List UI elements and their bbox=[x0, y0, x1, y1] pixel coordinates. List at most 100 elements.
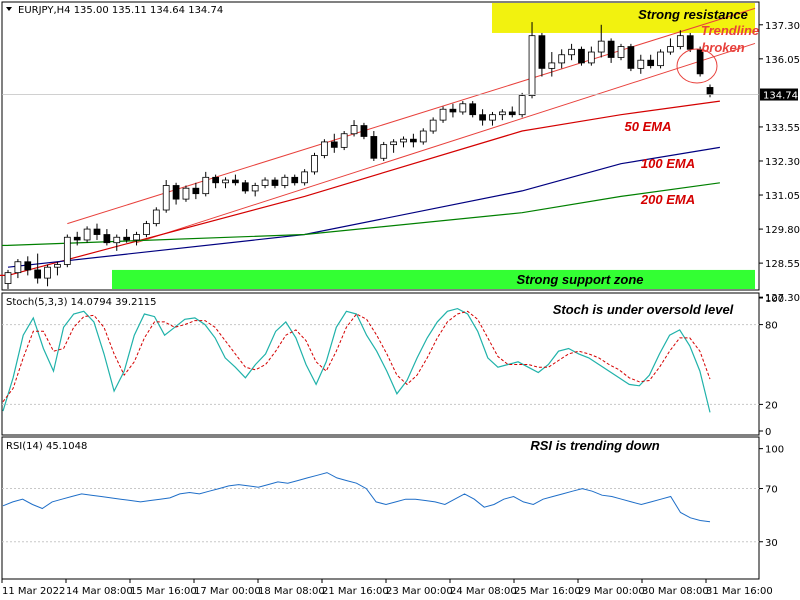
candle-body bbox=[657, 51, 664, 67]
time-tick-label: 31 Mar 16:00 bbox=[706, 586, 773, 597]
candle-body bbox=[459, 103, 467, 113]
candle-body bbox=[617, 46, 625, 58]
time-tick-label: 24 Mar 08:00 bbox=[450, 586, 517, 597]
price-tick-label: 133.55 bbox=[765, 123, 800, 134]
ema50-annotation: 50 EMA bbox=[625, 119, 672, 134]
candle-body bbox=[479, 114, 486, 121]
time-tick-label: 15 Mar 16:00 bbox=[130, 586, 197, 597]
price-header: EURJPY,H4 135.00 135.11 134.64 134.74 bbox=[18, 5, 223, 16]
candle-body bbox=[93, 228, 101, 235]
candle-body bbox=[54, 264, 61, 268]
candle-body bbox=[637, 59, 645, 69]
candle-body bbox=[271, 179, 279, 186]
rsi-line bbox=[2, 472, 711, 523]
time-tick-label: 29 Mar 00:00 bbox=[578, 586, 645, 597]
time-tick-label: 21 Mar 16:00 bbox=[322, 586, 389, 597]
current-price-box bbox=[760, 88, 798, 101]
candle-body bbox=[548, 62, 556, 69]
price-panel: 137.30 136.05 134.74 133.55 132.30 131.05 129.… bbox=[0, 1, 800, 304]
time-tick-label: 30 Mar 08:00 bbox=[642, 586, 709, 597]
stoch-tick-label: 0 bbox=[765, 427, 771, 438]
candle-body bbox=[350, 125, 358, 135]
candle-body bbox=[538, 35, 546, 69]
candle-body bbox=[113, 236, 121, 244]
candle-body bbox=[578, 48, 585, 64]
candle-body bbox=[627, 46, 635, 69]
candle-body bbox=[607, 40, 615, 58]
stoch-tick-label: 20 bbox=[765, 400, 778, 411]
candle-body bbox=[597, 40, 605, 53]
candle-body bbox=[370, 136, 378, 159]
resistance-zone bbox=[492, 3, 755, 33]
candle-body bbox=[192, 187, 200, 195]
candle-body bbox=[133, 234, 140, 241]
ema200-annotation: 200 EMA bbox=[640, 192, 695, 207]
rsi-note: RSI is trending down bbox=[530, 438, 659, 453]
candle-body bbox=[360, 125, 368, 137]
channel-lower-line bbox=[136, 42, 756, 244]
time-tick-label: 14 Mar 08:00 bbox=[66, 586, 133, 597]
trendline-break-circle bbox=[676, 48, 718, 84]
candle-body bbox=[330, 141, 338, 148]
candle-body bbox=[212, 176, 219, 184]
stoch-header: Stoch(5,3,3) 14.0794 39.2115 bbox=[6, 297, 157, 308]
candle-body bbox=[508, 111, 516, 116]
candle-body bbox=[152, 209, 160, 225]
candle-body bbox=[439, 108, 447, 121]
time-tick-label: 23 Mar 00:00 bbox=[386, 586, 453, 597]
candle-body bbox=[222, 179, 229, 184]
candle-body bbox=[489, 114, 496, 121]
stoch-tick-label: 100 bbox=[765, 294, 784, 305]
candle-body bbox=[558, 54, 566, 64]
rsi-panel: 100 70 30 RSI(14) 45.1048 RSI is trending … bbox=[1, 436, 784, 580]
candle-body bbox=[498, 111, 506, 116]
candle-body bbox=[291, 176, 299, 184]
candle-body bbox=[182, 187, 190, 200]
candle-body bbox=[390, 141, 397, 146]
candle-body bbox=[647, 59, 655, 67]
time-tick-label: 25 Mar 16:00 bbox=[514, 586, 581, 597]
candle-body bbox=[469, 103, 477, 116]
candle-body bbox=[380, 144, 388, 159]
time-tick-label: 18 Mar 08:00 bbox=[258, 586, 325, 597]
candle-body bbox=[321, 141, 328, 156]
candle-body bbox=[706, 87, 714, 95]
price-tick-label: 132.30 bbox=[765, 157, 800, 168]
ema200-line bbox=[7, 182, 720, 246]
candle-body bbox=[587, 51, 595, 64]
time-tick-label: 11 Mar 2022 bbox=[2, 586, 65, 597]
candle-body bbox=[232, 179, 239, 184]
candle-body bbox=[202, 176, 210, 195]
time-tick-label: 17 Mar 00:00 bbox=[194, 586, 261, 597]
resistance-annotation: Strong resistance bbox=[638, 7, 748, 22]
dropdown-triangle-icon[interactable] bbox=[6, 7, 12, 11]
candle-body bbox=[667, 46, 674, 53]
candle-body bbox=[419, 130, 427, 143]
candle-body bbox=[162, 185, 170, 211]
candle-body bbox=[4, 272, 12, 284]
candle-body bbox=[261, 179, 269, 186]
candle-body bbox=[123, 236, 131, 241]
candle-body bbox=[73, 236, 81, 241]
candle-body bbox=[686, 35, 694, 50]
rsi-panel-frame bbox=[1, 436, 760, 580]
rsi-tick-label: 70 bbox=[765, 485, 778, 496]
candle-body bbox=[103, 234, 111, 244]
trendline-annotation: Trendline bbox=[701, 23, 759, 38]
stoch-note: Stoch is under oversold level bbox=[553, 302, 734, 317]
trendline-annotation-line2: broken bbox=[701, 40, 744, 55]
candle-body bbox=[311, 155, 318, 173]
candle-body bbox=[83, 228, 91, 241]
price-tick-label: 128.55 bbox=[765, 259, 800, 270]
stoch-panel-frame bbox=[1, 292, 760, 436]
ema100-annotation: 100 EMA bbox=[641, 156, 695, 171]
price-tick-label: 127.30 bbox=[765, 293, 800, 304]
candle-body bbox=[410, 138, 417, 143]
price-tick-label: 136.05 bbox=[765, 55, 800, 66]
channel-upper-line bbox=[67, 7, 756, 225]
ema100-line bbox=[7, 146, 720, 268]
candle-body bbox=[14, 261, 22, 274]
price-tick-label: 129.80 bbox=[765, 225, 800, 236]
